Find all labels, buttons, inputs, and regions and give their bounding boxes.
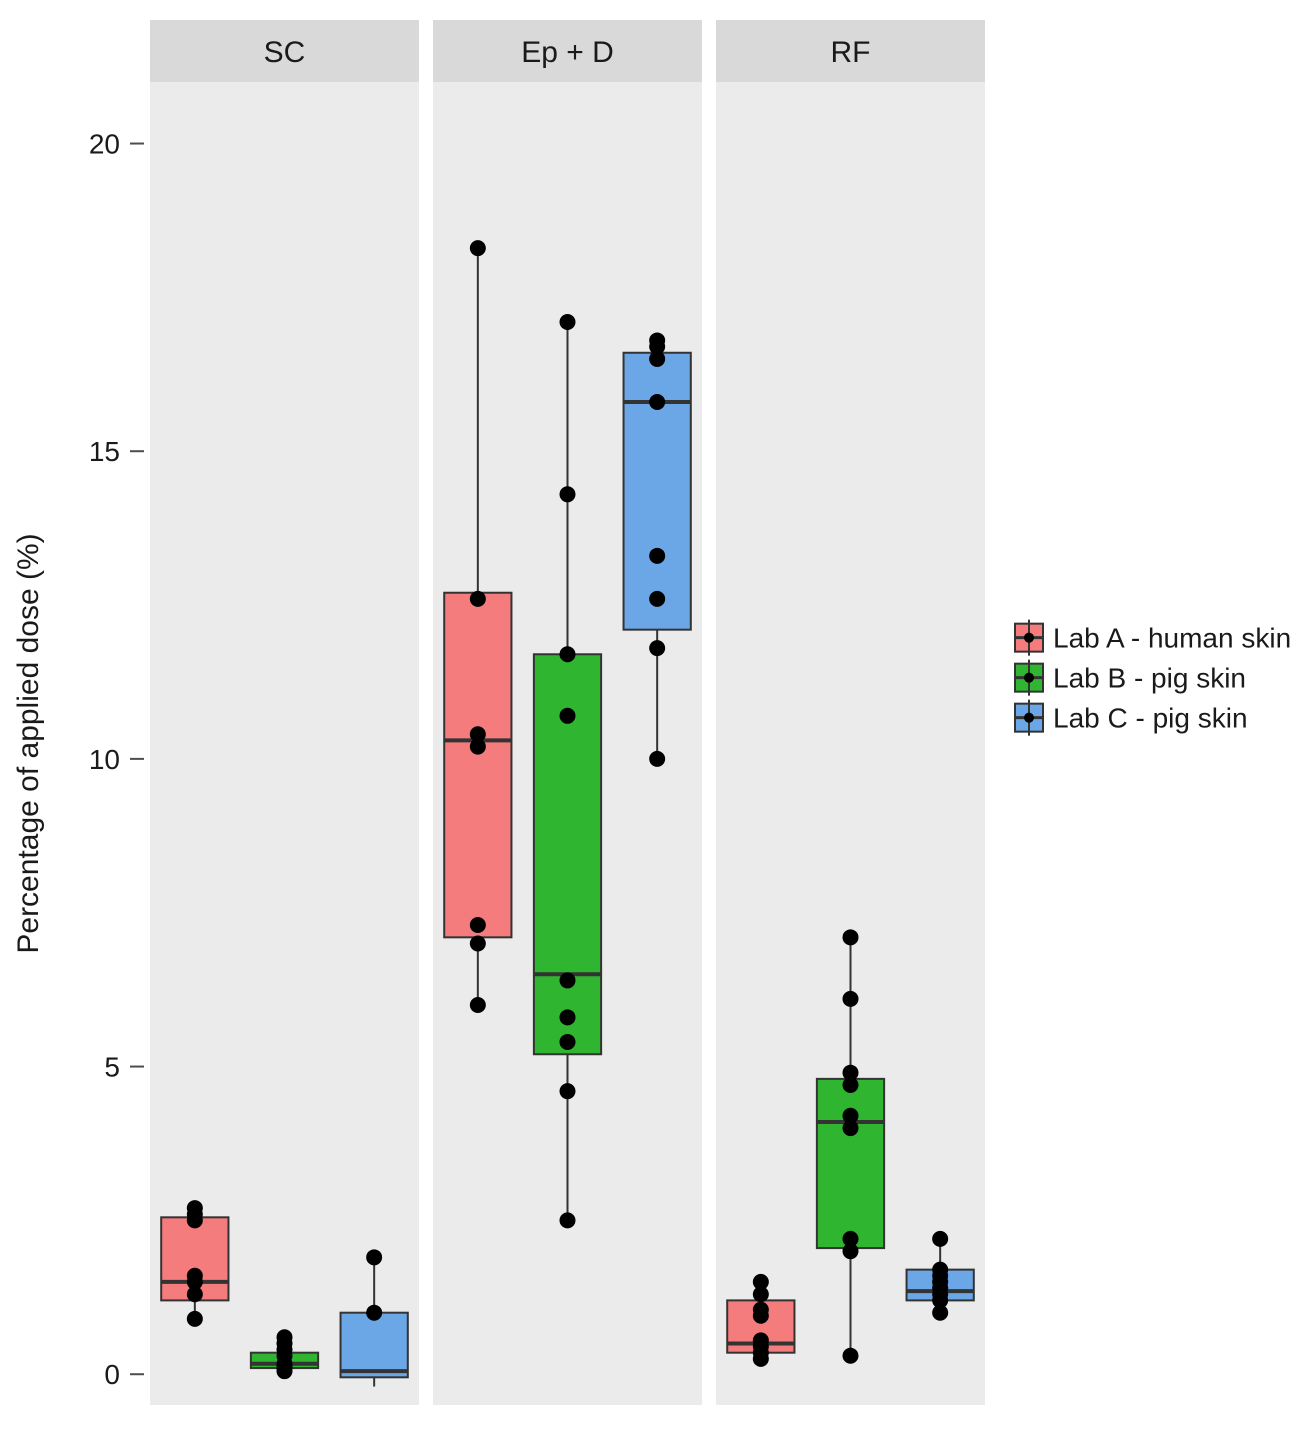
legend-label: Lab A - human skin <box>1053 623 1291 654</box>
y-tick-label: 20 <box>89 129 120 160</box>
data-point <box>843 1108 859 1124</box>
data-point <box>932 1231 948 1247</box>
data-point <box>649 591 665 607</box>
legend-label: Lab B - pig skin <box>1053 663 1246 694</box>
data-point <box>187 1200 203 1216</box>
data-point <box>560 314 576 330</box>
data-point <box>470 935 486 951</box>
facet-label: SC <box>264 36 306 69</box>
data-point <box>560 1083 576 1099</box>
box-rect <box>444 593 511 938</box>
data-point <box>649 751 665 767</box>
data-point <box>470 726 486 742</box>
data-point <box>560 1034 576 1050</box>
data-point <box>753 1332 769 1348</box>
data-point <box>560 972 576 988</box>
data-point <box>366 1249 382 1265</box>
data-point <box>470 240 486 256</box>
data-point <box>843 991 859 1007</box>
legend-label: Lab C - pig skin <box>1053 703 1248 734</box>
data-point <box>753 1274 769 1290</box>
data-point <box>753 1302 769 1318</box>
y-axis-title: Percentage of applied dose (%) <box>12 533 45 953</box>
facet-label: Ep + D <box>521 36 614 69</box>
box-rect <box>341 1313 408 1378</box>
legend-key-dot <box>1024 633 1034 643</box>
y-tick-label: 5 <box>104 1052 120 1083</box>
data-point <box>649 394 665 410</box>
data-point <box>560 1212 576 1228</box>
data-point <box>277 1329 293 1345</box>
data-point <box>187 1268 203 1284</box>
data-point <box>932 1262 948 1278</box>
box-rect <box>817 1079 884 1248</box>
data-point <box>560 486 576 502</box>
legend-key-dot <box>1024 673 1034 683</box>
y-tick-label: 0 <box>104 1359 120 1390</box>
y-tick-label: 15 <box>89 436 120 467</box>
chart-svg: Percentage of applied dose (%) 0 5 10 15 20 SC… <box>0 0 1305 1435</box>
data-point <box>560 1009 576 1025</box>
facet-label: RF <box>831 36 871 69</box>
data-point <box>187 1311 203 1327</box>
data-point <box>843 1231 859 1247</box>
data-point <box>470 997 486 1013</box>
boxplot-figure: Percentage of applied dose (%) 0 5 10 15 20 SC… <box>0 0 1305 1435</box>
y-tick-label: 10 <box>89 744 120 775</box>
data-point <box>560 708 576 724</box>
data-point <box>649 548 665 564</box>
data-point <box>843 929 859 945</box>
data-point <box>470 917 486 933</box>
data-point <box>843 1065 859 1081</box>
data-point <box>843 1348 859 1364</box>
data-point <box>470 591 486 607</box>
legend-key-dot <box>1024 713 1034 723</box>
data-point <box>560 646 576 662</box>
data-point <box>366 1305 382 1321</box>
data-point <box>649 640 665 656</box>
data-point <box>649 332 665 348</box>
